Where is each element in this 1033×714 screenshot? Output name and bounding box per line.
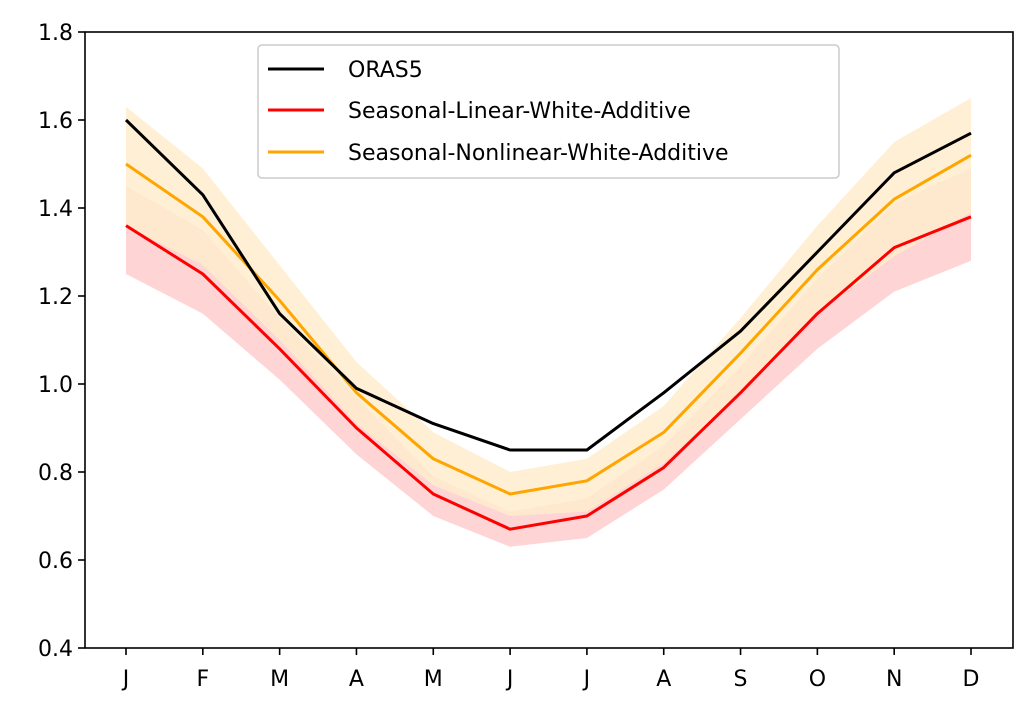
y-tick-label: 1.4 bbox=[38, 197, 73, 222]
x-tick-label: A bbox=[656, 667, 671, 692]
y-tick-label: 1.8 bbox=[38, 21, 73, 46]
series-line-seasonal-linear-white-additive bbox=[125, 215, 972, 531]
band-seasonal-nonlinear-white-additive bbox=[126, 98, 971, 516]
legend-frame bbox=[257, 44, 840, 179]
uncertainty-bands bbox=[126, 98, 971, 547]
x-tick-label: S bbox=[734, 667, 748, 692]
band-seasonal-linear-white-additive bbox=[126, 168, 971, 547]
y-tick-label: 1.0 bbox=[38, 373, 73, 398]
legend-label-oras5: ORAS5 bbox=[348, 58, 423, 83]
axes bbox=[84, 31, 1014, 649]
legend-label-nonlinear: Seasonal-Nonlinear-White-Additive bbox=[348, 141, 729, 166]
series-lines bbox=[124, 118, 972, 531]
y-tick-label: 0.6 bbox=[38, 549, 73, 574]
y-axis-ticks: 0.4 0.6 0.8 1.0 1.2 1.4 1.6 1.8 bbox=[38, 21, 85, 662]
series-line-seasonal-nonlinear-white-additive bbox=[125, 153, 972, 496]
x-tick-label: J bbox=[505, 667, 514, 692]
y-tick-label: 0.8 bbox=[38, 461, 73, 486]
x-tick-label: O bbox=[809, 667, 826, 692]
x-tick-label: N bbox=[886, 667, 902, 692]
plot-frame bbox=[84, 31, 1014, 649]
legend-label-linear: Seasonal-Linear-White-Additive bbox=[348, 99, 691, 124]
x-tick-label: A bbox=[349, 667, 364, 692]
x-tick-label: D bbox=[963, 667, 980, 692]
x-tick-label: M bbox=[270, 667, 289, 692]
x-tick-label: J bbox=[582, 667, 591, 692]
y-tick-label: 0.4 bbox=[38, 637, 73, 662]
x-tick-label: M bbox=[424, 667, 443, 692]
legend: ORAS5 Seasonal-Linear-White-Additive Sea… bbox=[257, 44, 840, 179]
x-tick-label: J bbox=[121, 667, 130, 692]
series-line-oras5 bbox=[124, 118, 972, 452]
y-tick-label: 1.6 bbox=[38, 109, 73, 134]
y-tick-label: 1.2 bbox=[38, 285, 73, 310]
x-tick-label: F bbox=[196, 667, 209, 692]
